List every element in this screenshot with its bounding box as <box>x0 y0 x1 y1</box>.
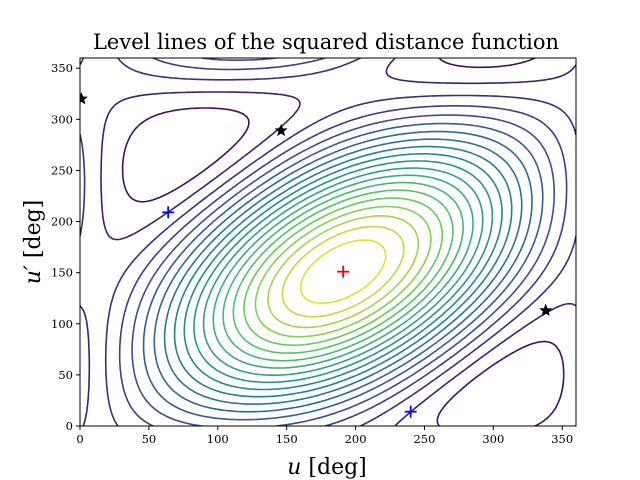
contour-level-line <box>131 58 555 426</box>
y-tick-label: 200 <box>51 215 73 229</box>
y-tick-label: 250 <box>51 163 73 177</box>
contour-level-line <box>212 174 474 369</box>
contour-level-line <box>232 189 454 354</box>
x-tick-label: 100 <box>207 432 229 446</box>
contour-lines <box>80 58 576 426</box>
contour-level-line <box>202 167 484 376</box>
maximum-marker <box>80 92 88 105</box>
contour-level-line <box>80 58 576 426</box>
contour-level-line <box>118 58 568 426</box>
x-axis-label: u [deg] <box>287 455 367 480</box>
saddle-point-marker <box>162 206 175 219</box>
contour-level-line <box>142 122 544 421</box>
plot-frame <box>79 57 577 427</box>
y-tick-label: 300 <box>51 112 73 126</box>
critical-point-markers <box>80 92 553 418</box>
contour-level-line <box>193 160 494 384</box>
contour-level-line <box>121 58 565 426</box>
x-tick-label: 250 <box>413 432 435 446</box>
contour-level-line <box>299 239 387 304</box>
y-axis-ticks: 0 50 100 150 200 250 300 350 <box>51 61 80 433</box>
contour-level-line <box>173 145 513 398</box>
y-tick-label: 50 <box>58 368 73 382</box>
contour-level-line <box>163 138 523 405</box>
x-tick-label: 50 <box>142 432 157 446</box>
contour-level-line <box>254 205 432 338</box>
x-tick-label: 150 <box>276 432 298 446</box>
y-tick-label: 150 <box>51 266 73 280</box>
y-tick-label: 100 <box>51 317 73 331</box>
minimum-marker <box>337 265 350 278</box>
y-tick-label: 0 <box>66 419 73 433</box>
saddle-point-marker <box>404 405 417 418</box>
contour-level-line <box>153 130 533 413</box>
x-tick-label: 300 <box>482 432 504 446</box>
x-axis-ticks: 0 50 100 150 200 250 300 350 <box>76 426 573 446</box>
y-axis-label: u′ [deg] <box>21 200 46 285</box>
chart-title: Level lines of the squared distance func… <box>93 30 559 54</box>
x-tick-label: 0 <box>76 432 83 446</box>
x-tick-label: 350 <box>551 432 573 446</box>
contour-level-line <box>183 153 503 391</box>
contour-level-line <box>222 181 464 362</box>
contour-level-line <box>267 215 420 329</box>
contour-level-line <box>281 225 405 318</box>
maximum-marker <box>274 123 288 137</box>
maximum-marker <box>539 303 553 316</box>
contour-level-line <box>80 58 576 426</box>
x-tick-label: 200 <box>345 432 367 446</box>
y-tick-label: 350 <box>51 61 73 75</box>
contour-level-line <box>243 197 444 346</box>
